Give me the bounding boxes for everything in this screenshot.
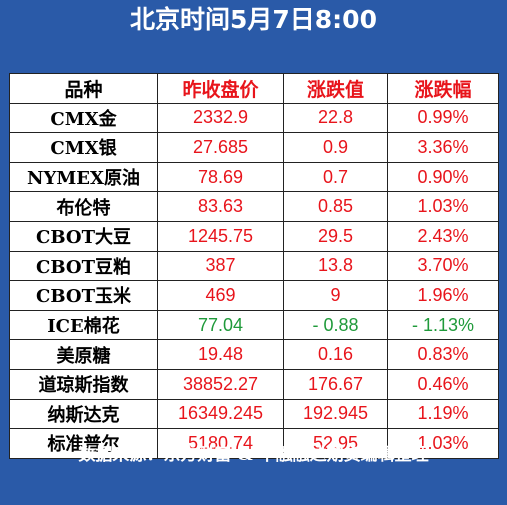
value-cell: 0.16: [283, 339, 388, 370]
data-row: 纳斯达克 16349.245 192.945 1.19%: [9, 398, 499, 430]
value-cell: 13.8: [283, 250, 388, 282]
value-cell: 0.9: [283, 132, 388, 163]
value-cell: 1.19%: [387, 398, 499, 430]
data-row: ICE棉花 77.04- 0.88- 1.13%: [9, 309, 499, 341]
commodity-name: 美原糖: [9, 339, 158, 370]
value-cell: 5180.74: [157, 428, 284, 459]
data-row: CMX银 27.685 0.9 3.36%: [9, 132, 499, 163]
value-cell: 3.70%: [387, 250, 499, 282]
commodity-name: CMX银: [9, 132, 158, 163]
data-row: 美原糖 19.48 0.16 0.83%: [9, 339, 499, 370]
header-row: 品种 昨收盘价 涨跌值 涨跌幅: [9, 73, 499, 104]
commodity-name: NYMEX原油: [9, 161, 158, 193]
data-row: CBOT玉米 469 9 1.96%: [9, 280, 499, 311]
commodity-name: 道琼斯指数: [9, 368, 158, 400]
value-cell: - 0.88: [283, 309, 388, 341]
value-cell: 77.04: [157, 309, 284, 341]
commodity-name: CBOT玉米: [9, 280, 158, 311]
value-cell: 192.945: [283, 398, 388, 430]
value-cell: 0.7: [283, 161, 388, 193]
value-cell: - 1.13%: [387, 309, 499, 341]
title: 北京时间5月7日8:00: [130, 5, 377, 34]
price-table: 品种 昨收盘价 涨跌值 涨跌幅 CMX金 2332.9 22.8 0.99% CMX银 27.68…: [9, 73, 499, 459]
column-header: 品种: [9, 73, 158, 104]
data-row: NYMEX原油 78.69 0.7 0.90%: [9, 161, 499, 193]
value-cell: 83.63: [157, 191, 284, 222]
data-row: 标准普尔 5180.74 52.95 1.03%: [9, 428, 499, 459]
value-cell: 0.99%: [387, 102, 499, 134]
value-cell: 1.96%: [387, 280, 499, 311]
value-cell: 1.03%: [387, 428, 499, 459]
value-cell: 176.67: [283, 368, 388, 400]
value-cell: 0.83%: [387, 339, 499, 370]
data-row: 布伦特 83.63 0.85 1.03%: [9, 191, 499, 222]
value-cell: 9: [283, 280, 388, 311]
data-row: CBOT豆粕 387 13.8 3.70%: [9, 250, 499, 282]
data-row: CMX金 2332.9 22.8 0.99%: [9, 102, 499, 134]
value-cell: 16349.245: [157, 398, 284, 430]
value-cell: 2.43%: [387, 220, 499, 252]
value-cell: 2332.9: [157, 102, 284, 134]
value-cell: 387: [157, 250, 284, 282]
value-cell: 19.48: [157, 339, 284, 370]
value-cell: 1.03%: [387, 191, 499, 222]
commodity-name: 标准普尔: [9, 428, 158, 459]
commodity-name: CBOT大豆: [9, 220, 158, 252]
commodity-name: ICE棉花: [9, 309, 158, 341]
value-cell: 0.46%: [387, 368, 499, 400]
value-cell: 22.8: [283, 102, 388, 134]
value-cell: 27.685: [157, 132, 284, 163]
column-header: 涨跌值: [283, 73, 388, 104]
footer: 数据来源：东方财富 & 华融融达期货编辑整理: [78, 445, 429, 465]
value-cell: 38852.27: [157, 368, 284, 400]
value-cell: 0.85: [283, 191, 388, 222]
value-cell: 1245.75: [157, 220, 284, 252]
value-cell: 78.69: [157, 161, 284, 193]
data-row: 道琼斯指数 38852.27 176.67 0.46%: [9, 368, 499, 400]
commodity-name: 纳斯达克: [9, 398, 158, 430]
value-cell: 29.5: [283, 220, 388, 252]
data-row: CBOT大豆 1245.75 29.5 2.43%: [9, 220, 499, 252]
value-cell: 3.36%: [387, 132, 499, 163]
commodity-name: CBOT豆粕: [9, 250, 158, 282]
commodity-name: 布伦特: [9, 191, 158, 222]
value-cell: 469: [157, 280, 284, 311]
column-header: 昨收盘价: [157, 73, 284, 104]
column-header: 涨跌幅: [387, 73, 499, 104]
value-cell: 0.90%: [387, 161, 499, 193]
commodity-name: CMX金: [9, 102, 158, 134]
